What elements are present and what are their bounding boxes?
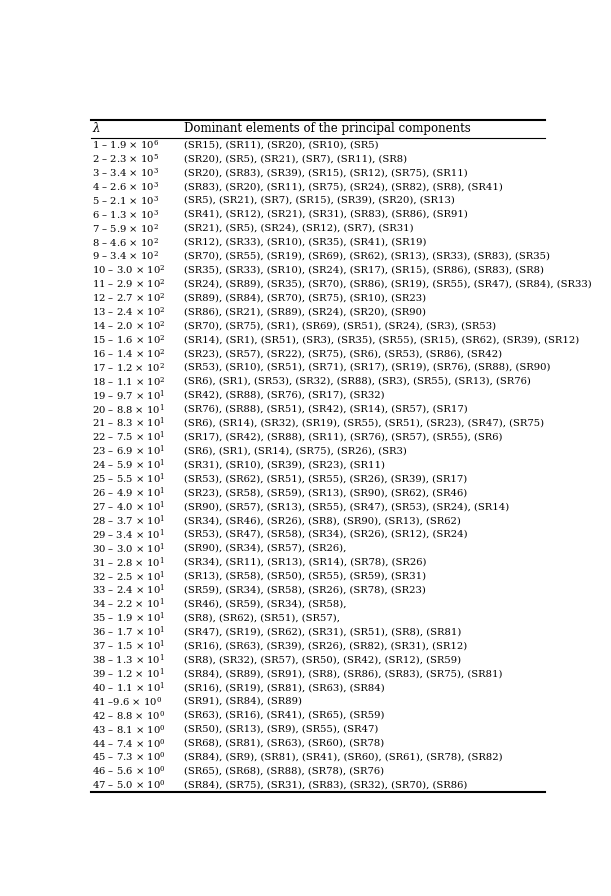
Text: (SR91), (SR84), (SR89): (SR91), (SR84), (SR89) <box>184 697 302 706</box>
Text: 5 – 2.1 × 10$^{3}$: 5 – 2.1 × 10$^{3}$ <box>92 194 159 207</box>
Text: (SR13), (SR58), (SR50), (SR55), (SR59), (SR31): (SR13), (SR58), (SR50), (SR55), (SR59), … <box>184 572 426 581</box>
Text: 43 – 8.1 × 10$^{0}$: 43 – 8.1 × 10$^{0}$ <box>92 723 166 736</box>
Text: 29 – 3.4 × 10$^{1}$: 29 – 3.4 × 10$^{1}$ <box>92 527 166 542</box>
Text: 25 – 5.5 × 10$^{1}$: 25 – 5.5 × 10$^{1}$ <box>92 471 166 487</box>
Text: 23 – 6.9 × 10$^{1}$: 23 – 6.9 × 10$^{1}$ <box>92 444 166 458</box>
Text: (SR6), (SR1), (SR53), (SR32), (SR88), (SR3), (SR55), (SR13), (SR76): (SR6), (SR1), (SR53), (SR32), (SR88), (S… <box>184 377 531 386</box>
Text: (SR63), (SR16), (SR41), (SR65), (SR59): (SR63), (SR16), (SR41), (SR65), (SR59) <box>184 711 384 719</box>
Text: (SR86), (SR21), (SR89), (SR24), (SR20), (SR90): (SR86), (SR21), (SR89), (SR24), (SR20), … <box>184 307 426 316</box>
Text: 28 – 3.7 × 10$^{1}$: 28 – 3.7 × 10$^{1}$ <box>92 513 166 528</box>
Text: 9 – 3.4 × 10$^{2}$: 9 – 3.4 × 10$^{2}$ <box>92 250 159 263</box>
Text: (SR12), (SR33), (SR10), (SR35), (SR41), (SR19): (SR12), (SR33), (SR10), (SR35), (SR41), … <box>184 237 426 246</box>
Text: (SR34), (SR11), (SR13), (SR14), (SR78), (SR26): (SR34), (SR11), (SR13), (SR14), (SR78), … <box>184 558 426 567</box>
Text: λ: λ <box>92 123 100 135</box>
Text: 13 – 2.4 × 10$^{2}$: 13 – 2.4 × 10$^{2}$ <box>92 306 166 318</box>
Text: (SR31), (SR10), (SR39), (SR23), (SR11): (SR31), (SR10), (SR39), (SR23), (SR11) <box>184 461 385 470</box>
Text: 6 – 1.3 × 10$^{3}$: 6 – 1.3 × 10$^{3}$ <box>92 208 159 220</box>
Text: 17 – 1.2 × 10$^{2}$: 17 – 1.2 × 10$^{2}$ <box>92 361 166 374</box>
Text: (SR5), (SR21), (SR7), (SR15), (SR39), (SR20), (SR13): (SR5), (SR21), (SR7), (SR15), (SR39), (S… <box>184 196 455 205</box>
Text: (SR59), (SR34), (SR58), (SR26), (SR78), (SR23): (SR59), (SR34), (SR58), (SR26), (SR78), … <box>184 586 426 595</box>
Text: 33 – 2.4 × 10$^{1}$: 33 – 2.4 × 10$^{1}$ <box>92 582 166 598</box>
Text: (SR90), (SR57), (SR13), (SR55), (SR47), (SR53), (SR24), (SR14): (SR90), (SR57), (SR13), (SR55), (SR47), … <box>184 502 509 511</box>
Text: (SR23), (SR57), (SR22), (SR75), (SR6), (SR53), (SR86), (SR42): (SR23), (SR57), (SR22), (SR75), (SR6), (… <box>184 349 502 358</box>
Text: (SR65), (SR68), (SR88), (SR78), (SR76): (SR65), (SR68), (SR88), (SR78), (SR76) <box>184 767 384 776</box>
Text: (SR53), (SR10), (SR51), (SR71), (SR17), (SR19), (SR76), (SR88), (SR90): (SR53), (SR10), (SR51), (SR71), (SR17), … <box>184 363 551 372</box>
Text: 32 – 2.5 × 10$^{1}$: 32 – 2.5 × 10$^{1}$ <box>92 569 166 583</box>
Text: 46 – 5.6 × 10$^{0}$: 46 – 5.6 × 10$^{0}$ <box>92 765 166 778</box>
Text: (SR6), (SR14), (SR32), (SR19), (SR55), (SR51), (SR23), (SR47), (SR75): (SR6), (SR14), (SR32), (SR19), (SR55), (… <box>184 418 544 427</box>
Text: (SR47), (SR19), (SR62), (SR31), (SR51), (SR8), (SR81): (SR47), (SR19), (SR62), (SR31), (SR51), … <box>184 627 461 636</box>
Text: 27 – 4.0 × 10$^{1}$: 27 – 4.0 × 10$^{1}$ <box>92 499 166 514</box>
Text: (SR89), (SR84), (SR70), (SR75), (SR10), (SR23): (SR89), (SR84), (SR70), (SR75), (SR10), … <box>184 293 426 303</box>
Text: 1 – 1.9 × 10$^{6}$: 1 – 1.9 × 10$^{6}$ <box>92 139 159 151</box>
Text: (SR90), (SR34), (SR57), (SR26),: (SR90), (SR34), (SR57), (SR26), <box>184 544 346 553</box>
Text: 45 – 7.3 × 10$^{0}$: 45 – 7.3 × 10$^{0}$ <box>92 751 166 763</box>
Text: 19 – 9.7 × 10$^{1}$: 19 – 9.7 × 10$^{1}$ <box>92 388 166 402</box>
Text: 26 – 4.9 × 10$^{1}$: 26 – 4.9 × 10$^{1}$ <box>92 486 166 500</box>
Text: (SR46), (SR59), (SR34), (SR58),: (SR46), (SR59), (SR34), (SR58), <box>184 599 346 608</box>
Text: (SR23), (SR58), (SR59), (SR13), (SR90), (SR62), (SR46): (SR23), (SR58), (SR59), (SR13), (SR90), … <box>184 488 467 497</box>
Text: 10 – 3.0 × 10$^{2}$: 10 – 3.0 × 10$^{2}$ <box>92 263 166 276</box>
Text: 18 – 1.1 × 10$^{2}$: 18 – 1.1 × 10$^{2}$ <box>92 375 166 388</box>
Text: 44 – 7.4 × 10$^{0}$: 44 – 7.4 × 10$^{0}$ <box>92 737 166 750</box>
Text: 37 – 1.5 × 10$^{1}$: 37 – 1.5 × 10$^{1}$ <box>92 639 166 653</box>
Text: 12 – 2.7 × 10$^{2}$: 12 – 2.7 × 10$^{2}$ <box>92 291 166 305</box>
Text: (SR53), (SR62), (SR51), (SR55), (SR26), (SR39), (SR17): (SR53), (SR62), (SR51), (SR55), (SR26), … <box>184 474 467 483</box>
Text: 47 – 5.0 × 10$^{0}$: 47 – 5.0 × 10$^{0}$ <box>92 779 166 791</box>
Text: (SR53), (SR47), (SR58), (SR34), (SR26), (SR12), (SR24): (SR53), (SR47), (SR58), (SR34), (SR26), … <box>184 530 467 539</box>
Text: (SR8), (SR32), (SR57), (SR50), (SR42), (SR12), (SR59): (SR8), (SR32), (SR57), (SR50), (SR42), (… <box>184 655 461 664</box>
Text: 30 – 3.0 × 10$^{1}$: 30 – 3.0 × 10$^{1}$ <box>92 541 166 556</box>
Text: 41 –9.6 × 10$^{0}$: 41 –9.6 × 10$^{0}$ <box>92 695 163 708</box>
Text: 14 – 2.0 × 10$^{2}$: 14 – 2.0 × 10$^{2}$ <box>92 320 166 332</box>
Text: 7 – 5.9 × 10$^{2}$: 7 – 5.9 × 10$^{2}$ <box>92 222 159 235</box>
Text: 8 – 4.6 × 10$^{2}$: 8 – 4.6 × 10$^{2}$ <box>92 236 159 248</box>
Text: (SR21), (SR5), (SR24), (SR12), (SR7), (SR31): (SR21), (SR5), (SR24), (SR12), (SR7), (S… <box>184 224 414 233</box>
Text: 35 – 1.9 × 10$^{1}$: 35 – 1.9 × 10$^{1}$ <box>92 611 166 625</box>
Text: (SR83), (SR20), (SR11), (SR75), (SR24), (SR82), (SR8), (SR41): (SR83), (SR20), (SR11), (SR75), (SR24), … <box>184 182 503 191</box>
Text: (SR84), (SR9), (SR81), (SR41), (SR60), (SR61), (SR78), (SR82): (SR84), (SR9), (SR81), (SR41), (SR60), (… <box>184 753 502 762</box>
Text: 22 – 7.5 × 10$^{1}$: 22 – 7.5 × 10$^{1}$ <box>92 430 166 444</box>
Text: 11 – 2.9 × 10$^{2}$: 11 – 2.9 × 10$^{2}$ <box>92 278 166 290</box>
Text: (SR6), (SR1), (SR14), (SR75), (SR26), (SR3): (SR6), (SR1), (SR14), (SR75), (SR26), (S… <box>184 446 407 455</box>
Text: 4 – 2.6 × 10$^{3}$: 4 – 2.6 × 10$^{3}$ <box>92 180 159 193</box>
Text: (SR76), (SR88), (SR51), (SR42), (SR14), (SR57), (SR17): (SR76), (SR88), (SR51), (SR42), (SR14), … <box>184 405 467 414</box>
Text: Dominant elements of the principal components: Dominant elements of the principal compo… <box>184 123 470 135</box>
Text: 31 – 2.8 × 10$^{1}$: 31 – 2.8 × 10$^{1}$ <box>92 555 165 570</box>
Text: 40 – 1.1 × 10$^{1}$: 40 – 1.1 × 10$^{1}$ <box>92 680 166 695</box>
Text: (SR84), (SR75), (SR31), (SR83), (SR32), (SR70), (SR86): (SR84), (SR75), (SR31), (SR83), (SR32), … <box>184 780 467 789</box>
Text: 38 – 1.3 × 10$^{1}$: 38 – 1.3 × 10$^{1}$ <box>92 652 166 667</box>
Text: 16 – 1.4 × 10$^{2}$: 16 – 1.4 × 10$^{2}$ <box>92 348 166 360</box>
Text: 39 – 1.2 × 10$^{1}$: 39 – 1.2 × 10$^{1}$ <box>92 667 165 681</box>
Text: (SR17), (SR42), (SR88), (SR11), (SR76), (SR57), (SR55), (SR6): (SR17), (SR42), (SR88), (SR11), (SR76), … <box>184 433 502 442</box>
Text: (SR16), (SR19), (SR81), (SR63), (SR84): (SR16), (SR19), (SR81), (SR63), (SR84) <box>184 683 384 692</box>
Text: 34 – 2.2 × 10$^{1}$: 34 – 2.2 × 10$^{1}$ <box>92 597 165 611</box>
Text: (SR16), (SR63), (SR39), (SR26), (SR82), (SR31), (SR12): (SR16), (SR63), (SR39), (SR26), (SR82), … <box>184 642 467 650</box>
Text: (SR20), (SR5), (SR21), (SR7), (SR11), (SR8): (SR20), (SR5), (SR21), (SR7), (SR11), (S… <box>184 154 407 163</box>
Text: (SR34), (SR46), (SR26), (SR8), (SR90), (SR13), (SR62): (SR34), (SR46), (SR26), (SR8), (SR90), (… <box>184 516 461 525</box>
Text: (SR84), (SR89), (SR91), (SR8), (SR86), (SR83), (SR75), (SR81): (SR84), (SR89), (SR91), (SR8), (SR86), (… <box>184 669 502 678</box>
Text: 21 – 8.3 × 10$^{1}$: 21 – 8.3 × 10$^{1}$ <box>92 416 166 430</box>
Text: 36 – 1.7 × 10$^{1}$: 36 – 1.7 × 10$^{1}$ <box>92 625 166 639</box>
Text: 3 – 3.4 × 10$^{3}$: 3 – 3.4 × 10$^{3}$ <box>92 167 159 179</box>
Text: (SR68), (SR81), (SR63), (SR60), (SR78): (SR68), (SR81), (SR63), (SR60), (SR78) <box>184 738 384 748</box>
Text: (SR70), (SR55), (SR19), (SR69), (SR62), (SR13), (SR33), (SR83), (SR35): (SR70), (SR55), (SR19), (SR69), (SR62), … <box>184 252 550 261</box>
Text: (SR50), (SR13), (SR9), (SR55), (SR47): (SR50), (SR13), (SR9), (SR55), (SR47) <box>184 725 378 734</box>
Text: (SR15), (SR11), (SR20), (SR10), (SR5): (SR15), (SR11), (SR20), (SR10), (SR5) <box>184 141 378 150</box>
Text: (SR24), (SR89), (SR35), (SR70), (SR86), (SR19), (SR55), (SR47), (SR84), (SR33): (SR24), (SR89), (SR35), (SR70), (SR86), … <box>184 280 591 289</box>
Text: (SR20), (SR83), (SR39), (SR15), (SR12), (SR75), (SR11): (SR20), (SR83), (SR39), (SR15), (SR12), … <box>184 168 467 177</box>
Text: (SR42), (SR88), (SR76), (SR17), (SR32): (SR42), (SR88), (SR76), (SR17), (SR32) <box>184 391 384 400</box>
Text: 2 – 2.3 × 10$^{5}$: 2 – 2.3 × 10$^{5}$ <box>92 152 159 165</box>
Text: (SR70), (SR75), (SR1), (SR69), (SR51), (SR24), (SR3), (SR53): (SR70), (SR75), (SR1), (SR69), (SR51), (… <box>184 322 496 331</box>
Text: 24 – 5.9 × 10$^{1}$: 24 – 5.9 × 10$^{1}$ <box>92 458 166 472</box>
Text: (SR14), (SR1), (SR51), (SR3), (SR35), (SR55), (SR15), (SR62), (SR39), (SR12): (SR14), (SR1), (SR51), (SR3), (SR35), (S… <box>184 335 579 344</box>
Text: (SR41), (SR12), (SR21), (SR31), (SR83), (SR86), (SR91): (SR41), (SR12), (SR21), (SR31), (SR83), … <box>184 210 468 219</box>
Text: (SR35), (SR33), (SR10), (SR24), (SR17), (SR15), (SR86), (SR83), (SR8): (SR35), (SR33), (SR10), (SR24), (SR17), … <box>184 265 544 274</box>
Text: (SR8), (SR62), (SR51), (SR57),: (SR8), (SR62), (SR51), (SR57), <box>184 614 340 623</box>
Text: 15 – 1.6 × 10$^{2}$: 15 – 1.6 × 10$^{2}$ <box>92 333 166 346</box>
Text: 42 – 8.8 × 10$^{0}$: 42 – 8.8 × 10$^{0}$ <box>92 709 166 721</box>
Text: 20 – 8.8 × 10$^{1}$: 20 – 8.8 × 10$^{1}$ <box>92 402 165 417</box>
